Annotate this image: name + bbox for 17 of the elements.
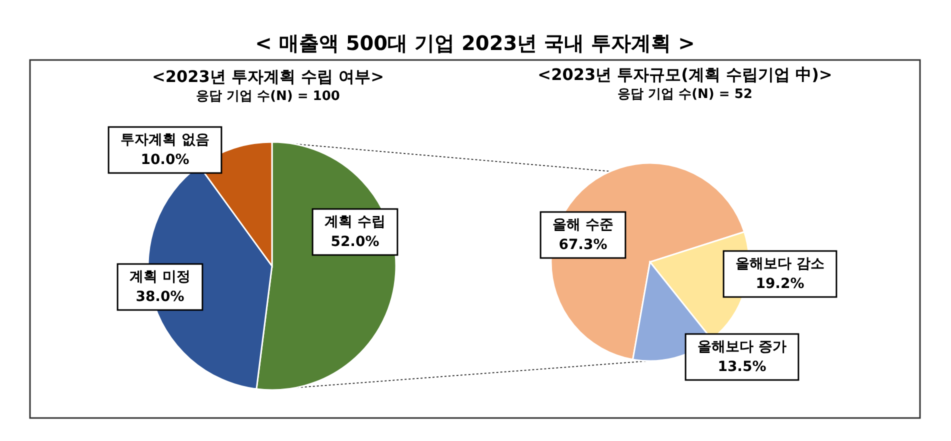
slice-label: 투자계획 없음 (120, 132, 210, 148)
data-label: 19.2% (756, 276, 804, 292)
chart-subtitle: 응답 기업 수(N) = 100 (196, 89, 340, 104)
slice-label: 올해보다 감소 (736, 256, 824, 272)
slice-label: 올해 수준 (552, 217, 614, 233)
text: < 매출액 500대 기업 2023년 국내 투자계획 > (255, 31, 695, 55)
data-label: 67.3% (558, 237, 608, 253)
slice-label: 계획 수립 (324, 214, 386, 230)
data-label: 38.0% (136, 289, 184, 305)
slice-label: 계획 미정 (130, 269, 190, 285)
chart-title: <2023년 투자규모(계획 수립기업 中)> (538, 65, 832, 84)
data-label: 10.0% (140, 152, 190, 168)
data-label: 13.5% (718, 359, 766, 375)
chart-title: <2023년 투자계획 수립 여부> (152, 67, 384, 86)
data-label: 52.0% (330, 234, 380, 250)
chart-subtitle: 응답 기업 수(N) = 52 (618, 87, 752, 102)
slice-label: 올해보다 증가 (698, 339, 786, 355)
